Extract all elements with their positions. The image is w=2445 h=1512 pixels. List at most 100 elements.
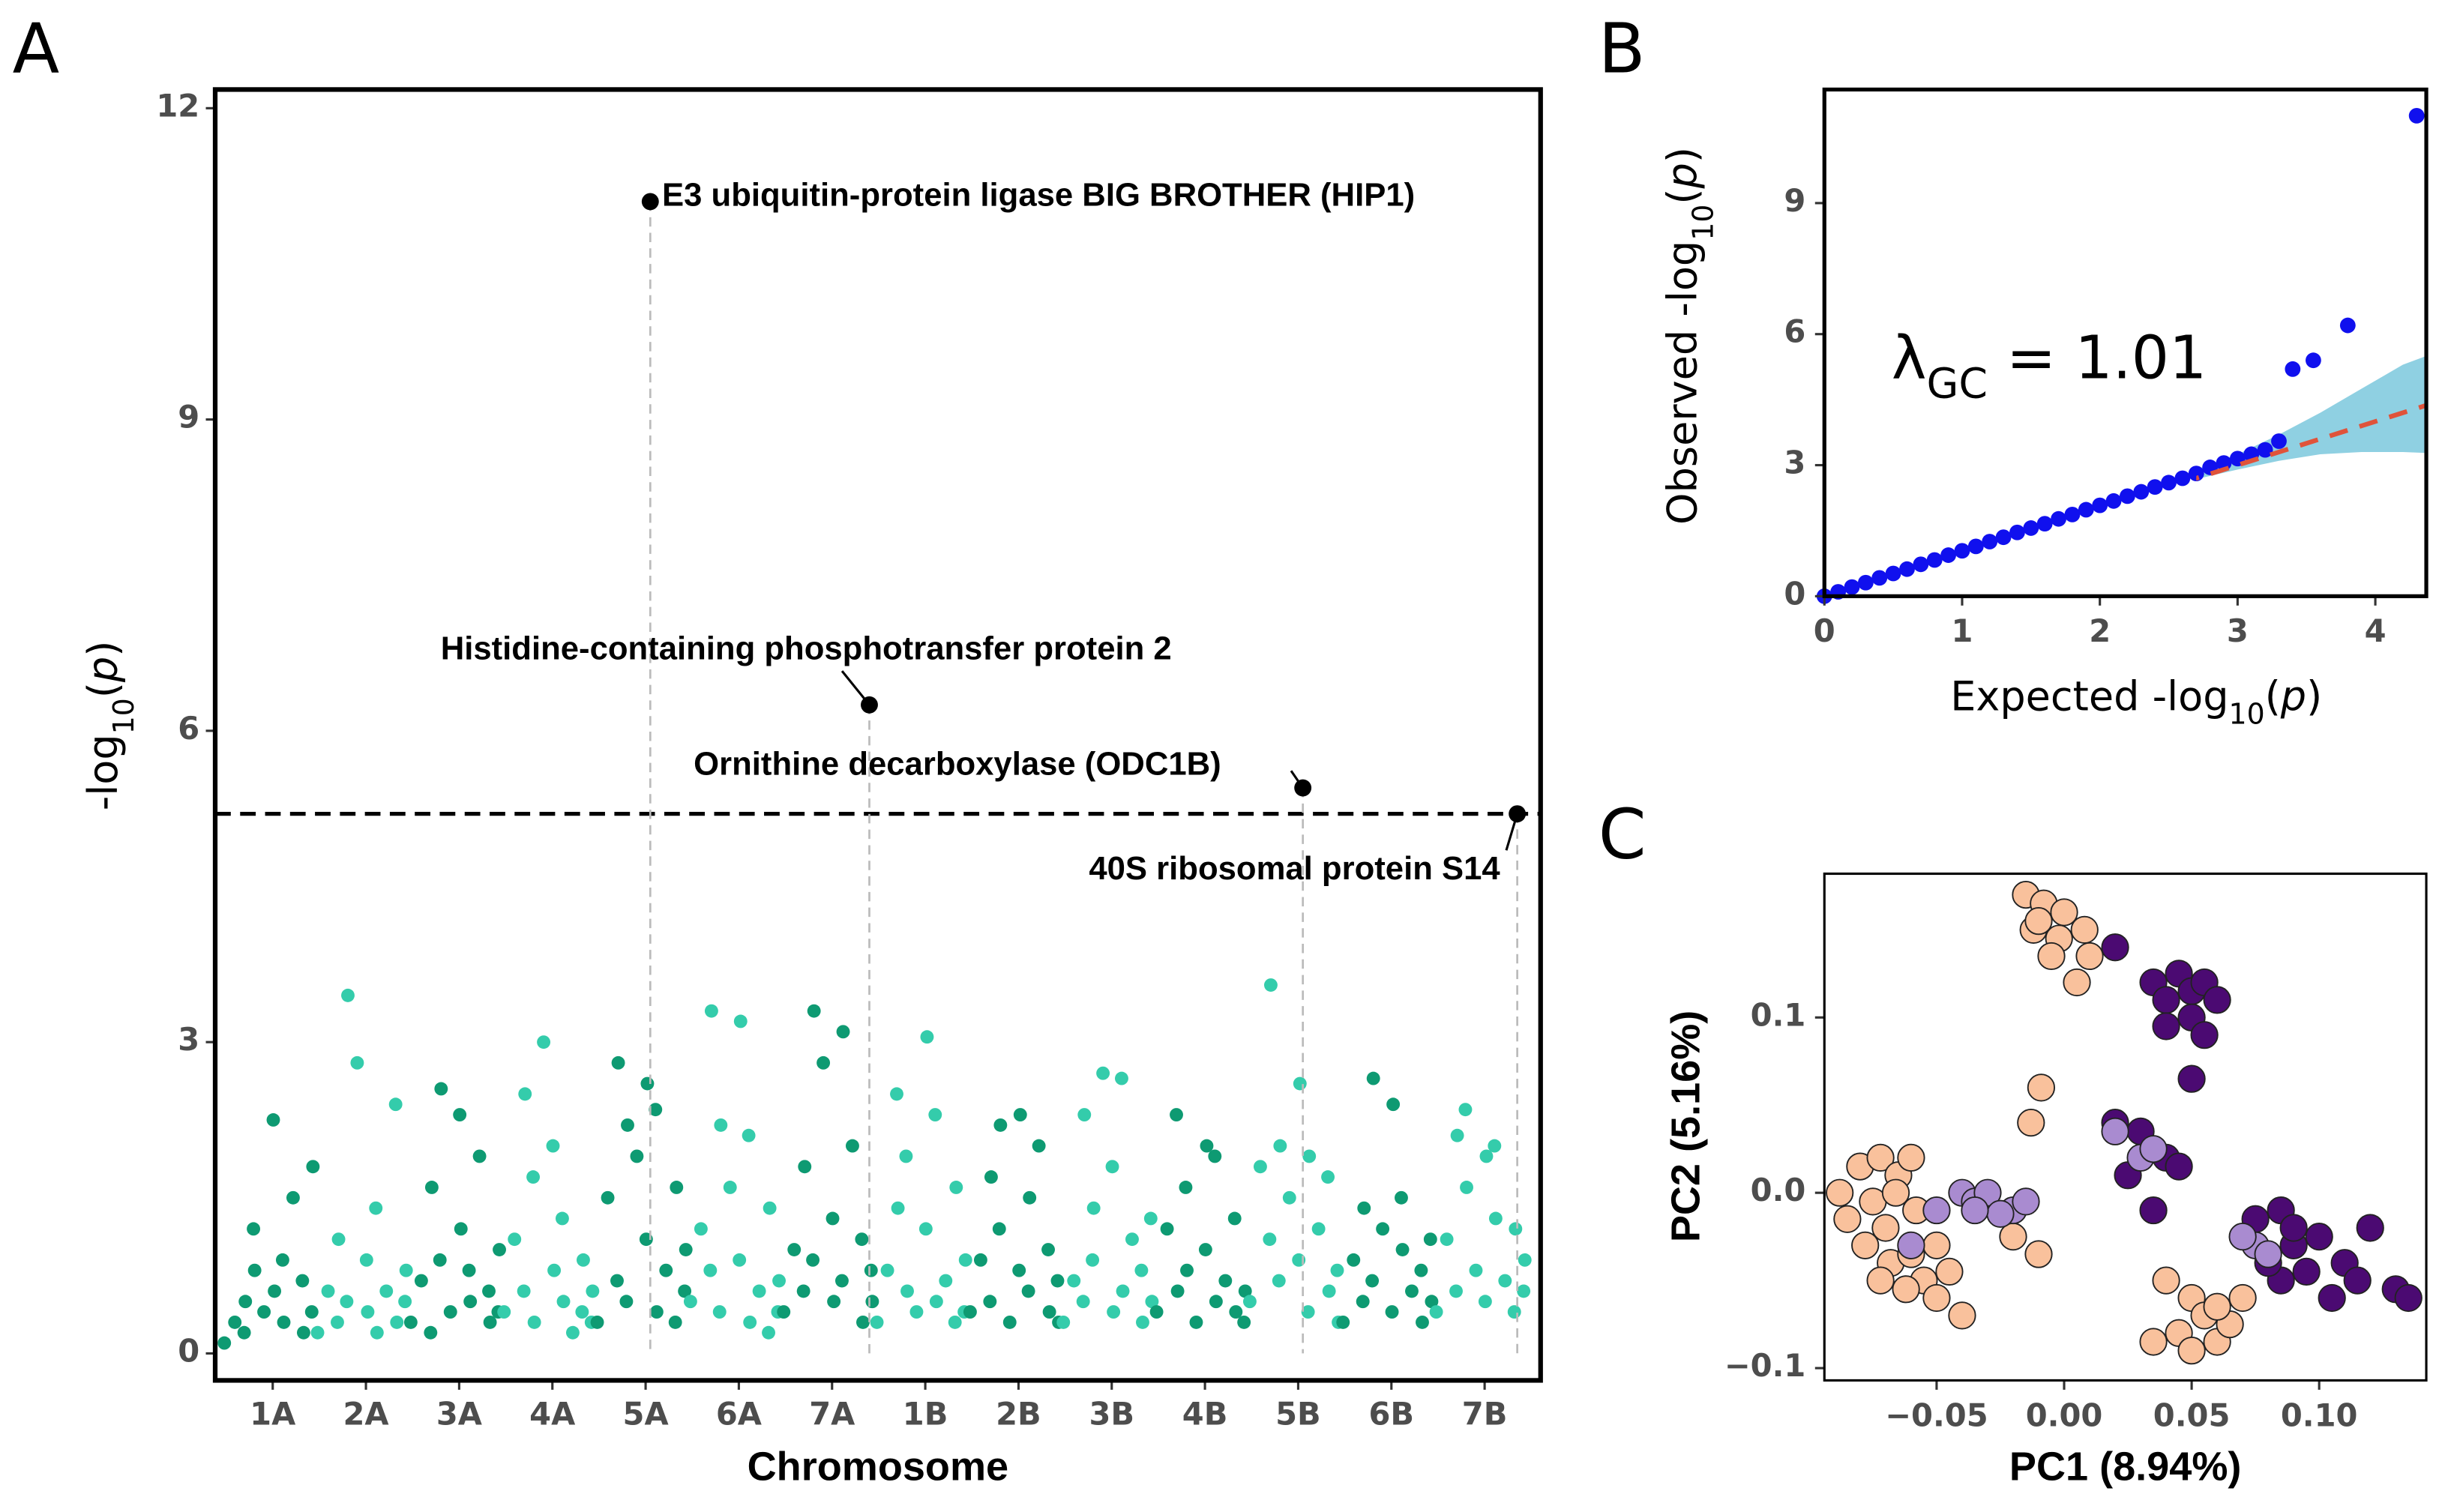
qq-point xyxy=(2285,361,2301,377)
label-part: ( xyxy=(1659,189,1706,205)
label-part: p xyxy=(79,657,127,683)
snp-point xyxy=(668,1315,682,1329)
snp-point xyxy=(462,1263,476,1277)
snp-point xyxy=(527,1315,541,1329)
snp-point xyxy=(1105,1160,1119,1174)
pc-point xyxy=(1961,1196,1989,1225)
snp-point xyxy=(1189,1315,1203,1329)
snp-point xyxy=(1149,1305,1164,1319)
snp-point xyxy=(577,1253,590,1267)
snp-point xyxy=(1032,1139,1046,1153)
qq-point xyxy=(2133,484,2150,500)
pc-point xyxy=(1866,1266,1895,1295)
snp-point xyxy=(247,1263,262,1277)
snp-point xyxy=(398,1295,412,1309)
snp-point xyxy=(453,1108,467,1122)
snp-point xyxy=(1238,1284,1252,1298)
snp-point xyxy=(992,1222,1006,1236)
x-tick-label: 0.05 xyxy=(2153,1397,2231,1433)
label-part: -log xyxy=(79,734,127,810)
snp-point xyxy=(825,1211,840,1226)
snp-point xyxy=(331,1232,346,1247)
x-tick-label: 2A xyxy=(343,1395,389,1432)
snp-point xyxy=(743,1315,757,1329)
snp-point xyxy=(827,1295,841,1309)
snp-point xyxy=(359,1253,373,1267)
snp-point xyxy=(295,1274,310,1288)
snp-point xyxy=(909,1305,924,1319)
snp-point xyxy=(424,1325,438,1340)
snp-point xyxy=(546,1139,560,1153)
snp-point xyxy=(1041,1243,1055,1256)
y-tick-label: 9 xyxy=(1784,182,1805,219)
pc-point xyxy=(1922,1231,1951,1259)
x-tick-label: 3B xyxy=(1089,1395,1134,1432)
qq-point xyxy=(2408,107,2425,124)
snp-point xyxy=(1322,1284,1336,1298)
pc-point xyxy=(2152,1012,2180,1040)
snp-point xyxy=(703,1263,718,1277)
label-part: ) xyxy=(2306,672,2322,720)
x-tick-label: 1B xyxy=(903,1395,948,1432)
snp-point xyxy=(891,1201,905,1215)
x-tick-label: 1 xyxy=(1952,612,1973,649)
qq-point xyxy=(1844,579,1860,595)
highlight-label: Ornithine decarboxylase (ODC1B) xyxy=(694,746,1221,783)
snp-point xyxy=(1423,1232,1437,1247)
x-tick-label: 1A xyxy=(250,1395,295,1432)
snp-point xyxy=(1366,1071,1380,1085)
snp-point xyxy=(1449,1284,1463,1298)
snp-point xyxy=(619,1295,634,1309)
snp-point xyxy=(763,1201,777,1215)
snp-point xyxy=(777,1305,791,1319)
highlight-point xyxy=(1509,805,1527,823)
qq-point xyxy=(1982,534,1998,549)
x-tick-label: 7B xyxy=(1462,1395,1508,1432)
x-tick-label: 4B xyxy=(1182,1395,1228,1432)
label-part: ) xyxy=(1659,147,1706,163)
snp-point xyxy=(1478,1295,1492,1309)
qq-point xyxy=(1885,565,1901,582)
snp-point xyxy=(321,1284,335,1298)
snp-point xyxy=(694,1222,708,1236)
pc-point xyxy=(1986,1199,2015,1228)
pc-point xyxy=(2254,1240,2282,1268)
snp-point xyxy=(712,1305,727,1319)
qq-point xyxy=(2051,510,2066,527)
pc-point xyxy=(1851,1231,1880,1259)
x-axis-title: Expected -log10(p) xyxy=(1950,672,2322,730)
snp-point xyxy=(526,1170,541,1184)
snp-point xyxy=(1293,1076,1307,1091)
snp-point xyxy=(1021,1284,1035,1298)
pc-point xyxy=(1999,1223,2027,1251)
snp-point xyxy=(670,1181,684,1194)
pc-point xyxy=(2012,1187,2040,1216)
label-part: ( xyxy=(79,682,127,698)
snp-point xyxy=(238,1295,253,1309)
snp-point xyxy=(331,1315,344,1329)
label-part: 10 xyxy=(1687,205,1720,241)
pc-point xyxy=(2292,1257,2321,1286)
plot-frame xyxy=(1823,872,2428,1382)
y-tick-label: 6 xyxy=(1784,313,1805,350)
snp-point xyxy=(870,1315,884,1329)
snp-point xyxy=(1336,1315,1350,1329)
panel-label: B xyxy=(1599,8,1646,88)
qq-point xyxy=(2257,442,2273,458)
x-tick-label: 4A xyxy=(529,1395,575,1432)
snp-point xyxy=(856,1315,870,1329)
snp-point xyxy=(714,1118,728,1132)
highlight-point xyxy=(861,696,878,714)
y-tick-label: 6 xyxy=(178,710,199,747)
snp-point xyxy=(370,1325,384,1340)
pc-point xyxy=(2279,1214,2308,1242)
snp-point xyxy=(228,1315,242,1329)
snp-point xyxy=(1136,1315,1149,1329)
snp-point xyxy=(1198,1243,1212,1256)
snp-point xyxy=(1272,1274,1286,1288)
pc-point xyxy=(2024,907,2053,936)
x-tick-label: 7A xyxy=(809,1395,855,1432)
panel-label: A xyxy=(13,8,60,88)
snp-point xyxy=(1429,1305,1443,1319)
